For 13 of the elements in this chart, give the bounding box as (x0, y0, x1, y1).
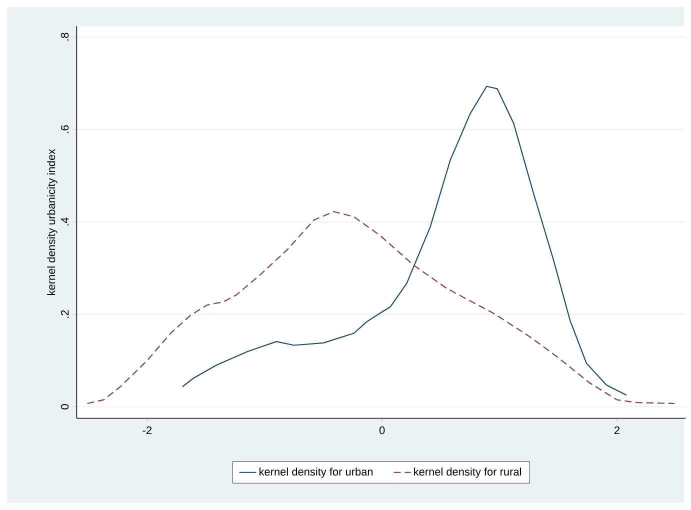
y-tick-label: 0 (60, 404, 69, 410)
y-tick-label: .4 (61, 218, 69, 226)
x-tick-label: -2 (142, 426, 152, 434)
legend-label: kernel density for urban (260, 468, 373, 478)
y-tick-label: .6 (60, 125, 69, 133)
x-tick-label: 2 (614, 426, 620, 434)
y-axis-title: kernel density urbanicity index (47, 149, 58, 295)
line-series (86, 211, 676, 404)
legend-label: kernel density for rural (414, 468, 521, 478)
y-tick-label: .8 (60, 32, 69, 40)
line-series (182, 86, 627, 396)
y-tick-label: .2 (60, 310, 69, 318)
x-tick-label: 0 (379, 426, 385, 434)
